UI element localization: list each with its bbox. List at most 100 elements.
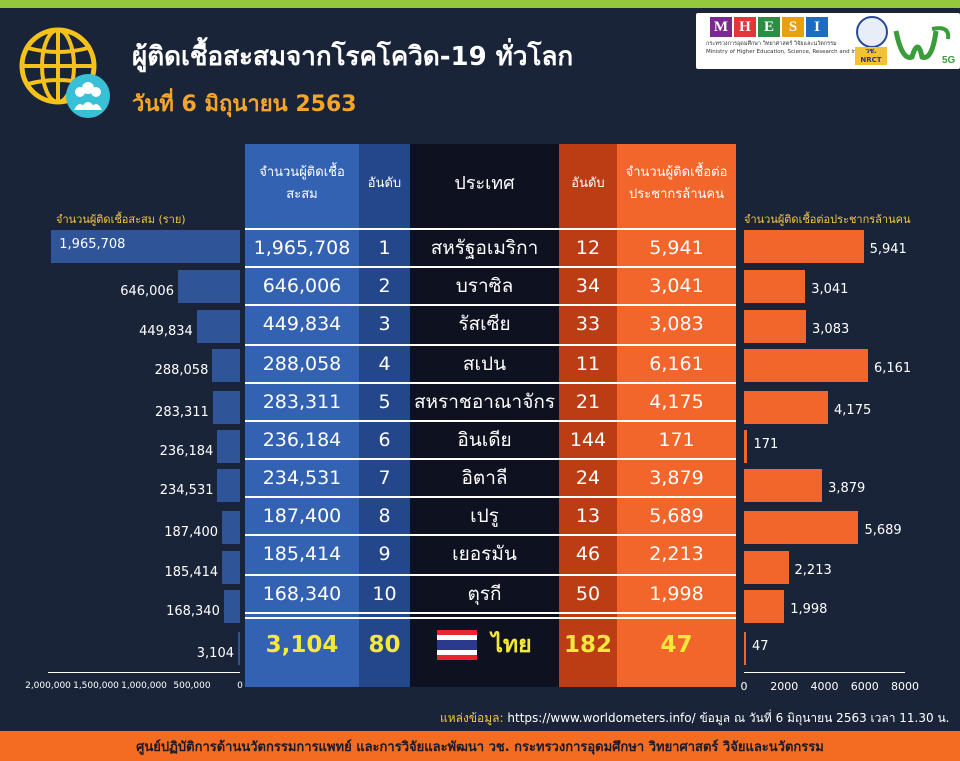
cell-cases: 185,414 — [262, 543, 342, 565]
right-bar — [744, 349, 868, 382]
right-bar-label: 2,213 — [794, 563, 832, 578]
cell-rank-per-million: 34 — [575, 275, 601, 297]
right-bar — [744, 551, 789, 584]
mhesi-letter: I — [806, 17, 828, 37]
left-bar-label: 288,058 — [154, 363, 209, 378]
source-text: https://www.worldometers.info/ ข้อมูล ณ … — [503, 711, 950, 725]
cell-rank-per-million: 46 — [575, 543, 601, 565]
left-bar — [212, 391, 240, 424]
mhesi-letter: E — [758, 17, 780, 37]
left-x-tick: 1,000,000 — [121, 681, 167, 691]
left-bar — [217, 430, 240, 463]
right-bar-label: 3,041 — [811, 282, 849, 297]
right-x-tick: 2000 — [770, 680, 799, 693]
right-bar — [744, 270, 806, 303]
left-x-axis — [48, 672, 240, 673]
cell-country: บราซิล — [455, 275, 514, 297]
cell-per-million: 4,175 — [649, 391, 704, 413]
left-x-tick: 1,500,000 — [73, 681, 119, 691]
left-x-tick: 0 — [237, 681, 243, 691]
cell-country: สเปน — [462, 353, 507, 375]
cell-country: อิตาลี — [461, 467, 508, 489]
right-bar-label: 5,689 — [864, 523, 902, 538]
row-divider — [245, 496, 736, 498]
header-per-million: จำนวนผู้ติดเชื้อต่อประชากรล้านคน — [625, 165, 728, 202]
row-divider — [245, 382, 736, 384]
rank-column-bg — [359, 144, 410, 687]
row-divider — [245, 420, 736, 422]
w5g-logo-icon: 5G — [893, 26, 956, 66]
cell-cases: 236,184 — [262, 429, 342, 451]
left-x-tick: 2,000,000 — [25, 681, 71, 691]
right-bar-label: 3,083 — [812, 322, 850, 337]
cell-per-million: 5,689 — [649, 505, 704, 527]
thailand-country-label: ไทย — [491, 632, 532, 658]
right-x-tick: 4000 — [810, 680, 839, 693]
cell-cases: 168,340 — [262, 583, 342, 605]
thailand-cell-country: ไทย — [410, 618, 559, 672]
left-bar-label: 236,184 — [159, 444, 214, 459]
mhesi-letter: H — [734, 17, 756, 37]
left-x-tick: 500,000 — [173, 681, 211, 691]
right-bar-label: 5,941 — [869, 242, 907, 257]
right-chart-title: จำนวนผู้ติดเชื้อต่อประชากรล้านคน — [744, 213, 911, 226]
thailand-cell-rank-per-million: 182 — [563, 632, 612, 658]
cell-cases: 283,311 — [262, 391, 342, 413]
cell-country: สหราชอาณาจักร — [413, 391, 556, 413]
row-divider — [245, 612, 736, 614]
cell-country: อินเดีย — [457, 429, 512, 451]
cases-column-bg — [245, 144, 359, 687]
left-bar — [222, 511, 240, 544]
cell-country: เยอรมัน — [452, 543, 517, 565]
cell-cases: 1,965,708 — [253, 237, 351, 259]
cell-country: ตุรกี — [467, 583, 502, 605]
nrct-label: วช. NRCT — [855, 47, 887, 65]
row-divider — [245, 534, 736, 536]
row-divider — [245, 266, 736, 268]
row-divider — [245, 617, 736, 619]
right-bar-label: 4,175 — [834, 403, 872, 418]
cell-per-million: 1,998 — [649, 583, 704, 605]
row-divider — [245, 228, 736, 230]
per-million-column-bg — [617, 144, 736, 687]
cell-cases: 234,531 — [262, 467, 342, 489]
left-bar-label: 185,414 — [164, 565, 219, 580]
left-bar-label: 234,531 — [159, 483, 214, 498]
right-bar — [744, 469, 823, 502]
cell-country: เปรู — [470, 505, 499, 527]
header-rank: อันดับ — [367, 176, 402, 191]
rank-per-million-column-bg — [559, 144, 617, 687]
right-bar-label: 6,161 — [873, 361, 912, 376]
page-subtitle: วันที่ 6 มิถุนายน 2563 — [132, 92, 357, 117]
mhesi-caption: กระทรวงการอุดมศึกษา วิทยาศาสตร์ วิจัยและ… — [706, 41, 856, 55]
left-bar-label: 449,834 — [139, 324, 193, 339]
source-label: แหล่งข้อมูล: — [440, 711, 504, 725]
mhesi-letter: M — [710, 17, 732, 37]
cell-rank-per-million: 11 — [575, 353, 601, 375]
right-bar — [744, 391, 829, 424]
left-bar — [217, 469, 240, 502]
cell-per-million: 171 — [658, 429, 695, 451]
row-divider — [245, 344, 736, 346]
globe-people-icon — [19, 27, 110, 118]
left-bar — [177, 270, 240, 303]
row-divider — [245, 574, 736, 576]
right-x-tick: 0 — [740, 680, 748, 693]
right-x-axis — [744, 672, 905, 673]
left-bar-label: 1,965,708 — [59, 237, 126, 252]
row-divider — [245, 304, 736, 306]
right-bar-label: 1,998 — [790, 602, 828, 617]
cell-per-million: 5,941 — [649, 237, 704, 259]
header-cases: จำนวนผู้ติดเชื้อสะสม — [259, 165, 345, 202]
header-country: ประเทศ — [454, 173, 515, 194]
cell-cases: 187,400 — [262, 505, 342, 527]
cell-rank: 9 — [378, 543, 391, 565]
cell-rank: 3 — [378, 313, 391, 335]
top-accent-bar — [0, 0, 960, 8]
left-bar — [212, 349, 240, 382]
cell-rank-per-million: 24 — [575, 467, 601, 489]
cell-rank-per-million: 144 — [569, 429, 607, 451]
left-bar — [223, 590, 240, 623]
